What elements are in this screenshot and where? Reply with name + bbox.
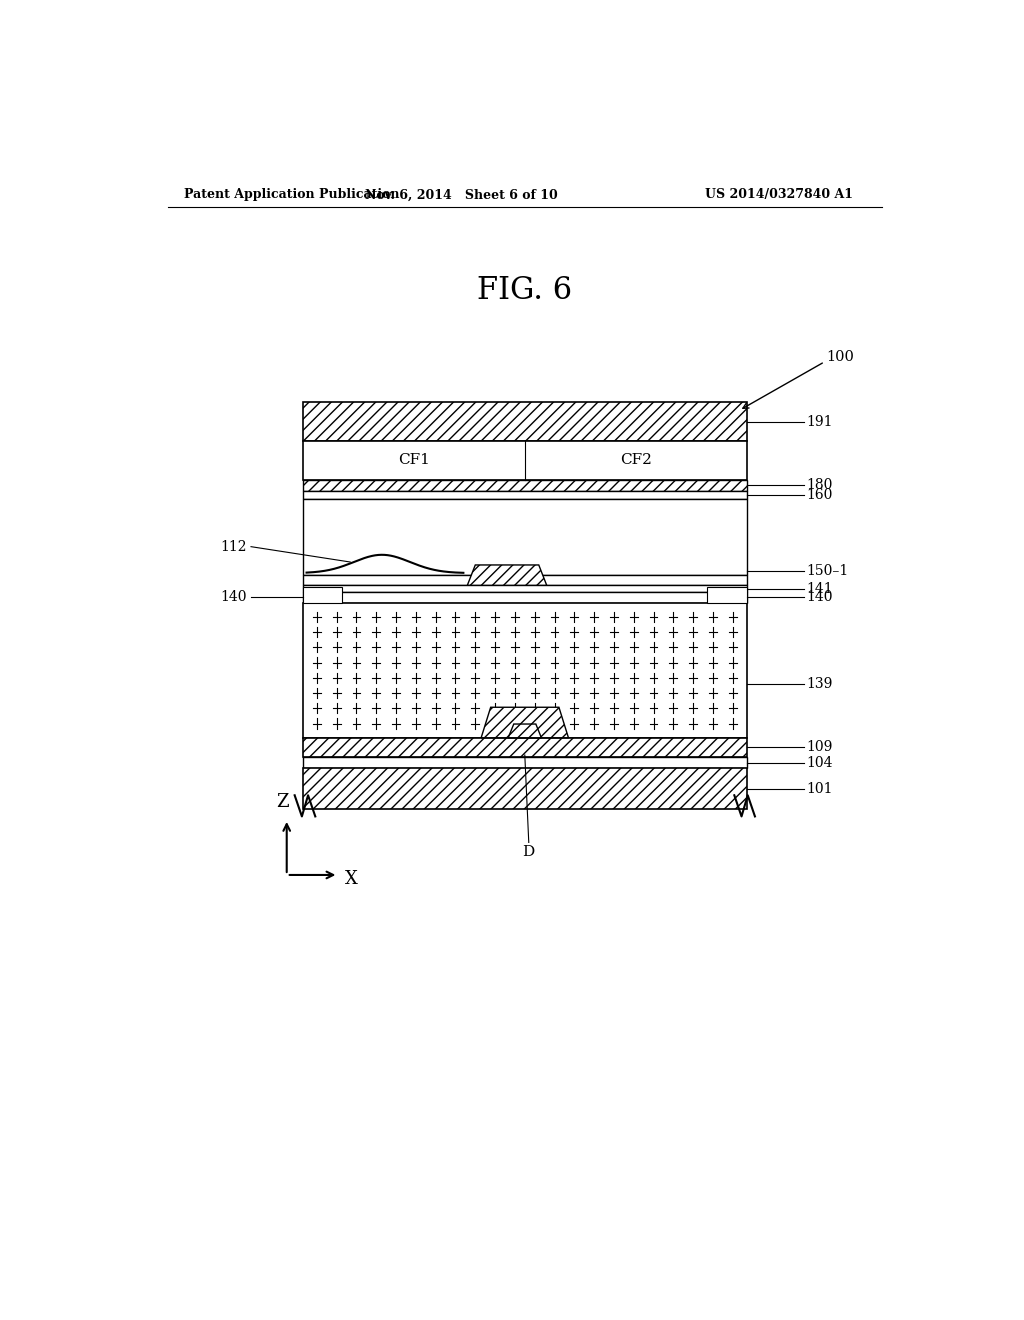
Text: 160: 160 [807,488,833,502]
Text: X: X [345,870,357,888]
Text: 191: 191 [807,414,834,429]
Text: 140: 140 [220,590,247,605]
Text: 141: 141 [807,582,834,595]
Text: 180: 180 [807,478,833,492]
Text: 100: 100 [826,350,854,363]
Text: 109: 109 [807,741,833,755]
Text: Z: Z [276,793,289,810]
Text: CF2: CF2 [620,453,652,467]
Bar [303,593,748,602]
Text: Patent Application Publication: Patent Application Publication [183,189,399,202]
Bar [303,585,748,593]
Text: 150–1: 150–1 [807,564,849,578]
Bar [303,491,748,499]
Text: US 2014/0327840 A1: US 2014/0327840 A1 [705,189,853,202]
Bar [303,441,748,479]
Text: Nov. 6, 2014   Sheet 6 of 10: Nov. 6, 2014 Sheet 6 of 10 [365,189,558,202]
Polygon shape [508,725,542,738]
Bar [708,587,748,602]
Bar [303,602,748,738]
Text: 101: 101 [807,781,834,796]
Text: FIG. 6: FIG. 6 [477,275,572,306]
Bar [303,479,748,491]
Text: 140: 140 [807,590,834,605]
Text: CF1: CF1 [397,453,430,467]
Bar [303,758,748,768]
Text: 104: 104 [807,755,834,770]
Polygon shape [467,565,547,585]
Polygon shape [481,708,568,738]
Bar [303,768,748,809]
Bar [303,403,748,441]
Text: 112: 112 [220,540,247,553]
Bar [303,499,748,576]
Bar [303,587,342,602]
Bar [303,738,748,758]
Text: D: D [522,846,535,859]
Bar [303,576,748,585]
Text: 139: 139 [807,677,833,690]
